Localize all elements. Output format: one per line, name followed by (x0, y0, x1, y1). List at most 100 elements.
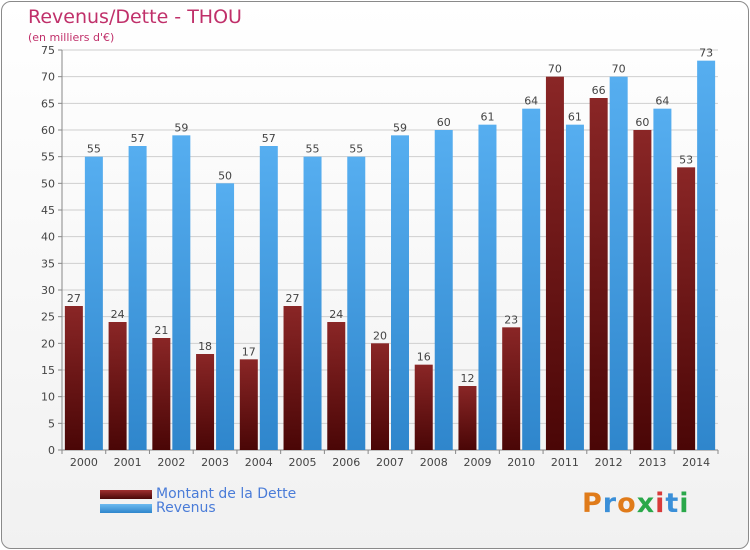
bar-dette (545, 76, 564, 451)
x-tick-label: 2007 (376, 456, 404, 469)
legend-swatch-revenus (100, 503, 152, 513)
y-tick-label: 30 (41, 284, 55, 297)
x-tick-label: 2000 (70, 456, 98, 469)
bar-revenus (347, 156, 366, 450)
x-tick-label: 2005 (289, 456, 317, 469)
x-tick-label: 2014 (682, 456, 710, 469)
bar-revenus (522, 108, 541, 451)
bar-revenus (565, 124, 584, 451)
x-tick-label: 2001 (114, 456, 142, 469)
x-tick-label: 2011 (551, 456, 579, 469)
x-tick-label: 2013 (638, 456, 666, 469)
bar-dette (108, 322, 127, 450)
chart-title: Revenus/Dette - THOU (28, 6, 242, 28)
logo-letter: r (602, 488, 618, 519)
y-tick-label: 50 (41, 177, 55, 190)
y-tick-label: 0 (48, 444, 55, 457)
data-label-revenus: 64 (655, 95, 669, 108)
data-label-dette: 66 (592, 84, 606, 97)
data-label-dette: 21 (154, 324, 168, 337)
y-tick-label: 75 (41, 44, 55, 57)
data-label-revenus: 57 (262, 132, 276, 145)
data-label-dette: 27 (67, 292, 81, 305)
data-label-dette: 27 (286, 292, 300, 305)
bar-dette (283, 306, 302, 450)
legend-item-dette: Montant de la Dette (100, 486, 297, 502)
data-label-revenus: 61 (568, 111, 582, 124)
data-label-dette: 70 (548, 63, 562, 76)
data-label-revenus: 55 (349, 143, 363, 156)
legend-swatch-dette (100, 489, 152, 499)
bar-revenus (84, 156, 103, 450)
bar-dette (152, 338, 171, 450)
bar-dette (589, 98, 608, 450)
bar-dette (196, 354, 215, 450)
bar-revenus (216, 183, 235, 451)
chart-subtitle: (en milliers d'€) (28, 31, 115, 44)
y-tick-label: 55 (41, 151, 55, 164)
bar-dette (458, 386, 477, 450)
y-tick-label: 25 (41, 311, 55, 324)
bar-revenus (128, 146, 147, 450)
legend-item-revenus: Revenus (100, 500, 216, 516)
x-tick-label: 2006 (332, 456, 360, 469)
data-label-revenus: 73 (699, 47, 713, 60)
bar-revenus (478, 124, 497, 451)
y-tick-label: 15 (41, 364, 55, 377)
data-label-dette: 17 (242, 345, 256, 358)
logo-letter: o (617, 488, 637, 519)
y-tick-label: 65 (41, 97, 55, 110)
x-tick-label: 2009 (463, 456, 491, 469)
data-label-revenus: 50 (218, 169, 232, 182)
data-label-revenus: 59 (174, 121, 188, 134)
data-label-dette: 53 (679, 153, 693, 166)
bar-dette (677, 167, 696, 451)
bar-revenus (172, 135, 191, 451)
y-tick-label: 45 (41, 204, 55, 217)
x-tick-label: 2012 (595, 456, 623, 469)
logo-letter: i (679, 488, 690, 519)
y-tick-label: 20 (41, 337, 55, 350)
x-tick-label: 2004 (245, 456, 273, 469)
bar-dette (327, 322, 346, 450)
data-label-revenus: 61 (480, 111, 494, 124)
data-label-revenus: 55 (306, 143, 320, 156)
data-label-revenus: 64 (524, 95, 538, 108)
data-label-revenus: 55 (87, 143, 101, 156)
data-label-dette: 16 (417, 351, 431, 364)
data-label-revenus: 57 (131, 132, 145, 145)
data-label-dette: 12 (460, 372, 474, 385)
data-label-revenus: 60 (437, 116, 451, 129)
bar-dette (371, 343, 389, 450)
bar-dette (64, 306, 83, 450)
logo-letter: i (655, 488, 666, 519)
data-label-revenus: 59 (393, 121, 407, 134)
bar-dette (633, 130, 652, 450)
logo-letter: x (636, 488, 656, 519)
bar-revenus (259, 146, 278, 450)
bar-revenus (653, 108, 672, 451)
data-label-dette: 60 (635, 116, 649, 129)
y-tick-label: 60 (41, 124, 55, 137)
x-tick-label: 2010 (507, 456, 535, 469)
bar-revenus (434, 130, 453, 450)
y-tick-label: 5 (48, 417, 55, 430)
y-tick-label: 35 (41, 257, 55, 270)
data-label-dette: 24 (329, 308, 343, 321)
y-tick-label: 40 (41, 231, 55, 244)
data-label-dette: 18 (198, 340, 212, 353)
bar-revenus (697, 60, 716, 451)
data-label-dette: 20 (373, 329, 387, 342)
logo-letter: t (665, 488, 680, 519)
logo-letter: P (582, 488, 603, 519)
legend-label-dette: Montant de la Dette (156, 486, 297, 502)
bar-dette (414, 364, 433, 450)
bar-revenus (303, 156, 322, 450)
legend-label-revenus: Revenus (156, 500, 216, 516)
data-label-revenus: 70 (612, 63, 626, 76)
x-tick-label: 2002 (157, 456, 185, 469)
bar-revenus (391, 135, 409, 451)
x-tick-label: 2008 (420, 456, 448, 469)
x-tick-label: 2003 (201, 456, 229, 469)
y-tick-label: 70 (41, 71, 55, 84)
